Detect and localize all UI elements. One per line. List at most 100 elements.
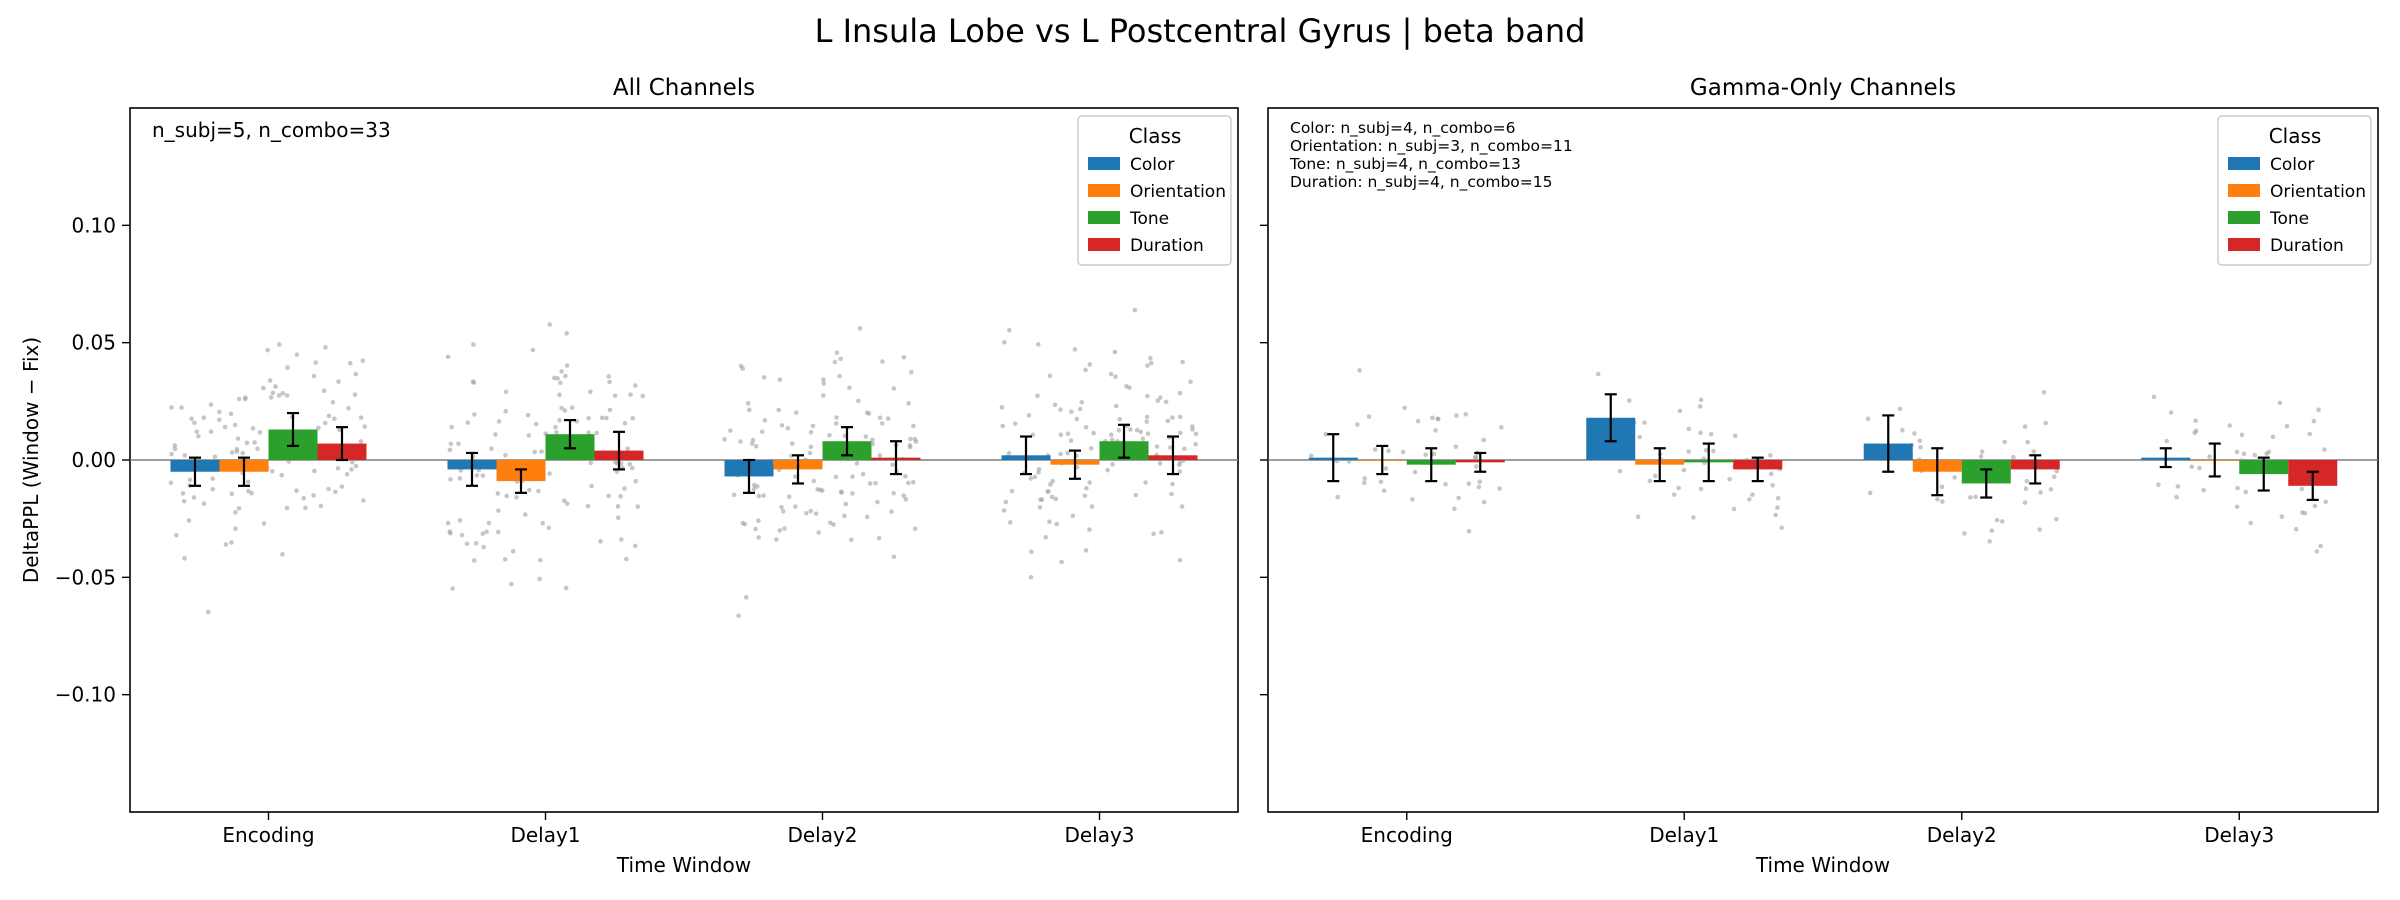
data-point — [532, 449, 538, 455]
data-point — [2279, 514, 2285, 519]
data-point — [208, 429, 214, 434]
data-point — [486, 520, 492, 526]
data-point — [243, 395, 248, 400]
y-tick-label: 0.00 — [71, 448, 116, 472]
data-point — [268, 395, 274, 400]
data-point — [1068, 438, 1074, 443]
data-point — [2207, 454, 2212, 459]
data-point — [2022, 500, 2028, 505]
data-point — [847, 385, 852, 390]
data-point — [563, 585, 569, 591]
data-point — [504, 493, 510, 499]
data-point — [1637, 434, 1643, 440]
data-point — [216, 417, 222, 423]
data-point — [303, 505, 308, 511]
data-point — [1177, 390, 1183, 396]
data-point — [558, 380, 563, 386]
data-point — [335, 465, 341, 471]
data-point — [196, 433, 201, 439]
data-point — [1481, 437, 1486, 443]
data-point — [2164, 438, 2170, 444]
data-point — [635, 504, 641, 509]
legend-box — [1077, 115, 1232, 266]
data-point — [210, 476, 216, 481]
data-point — [1163, 399, 1169, 405]
data-point — [449, 424, 454, 430]
data-point — [876, 535, 882, 541]
data-point — [2248, 520, 2254, 526]
data-point — [484, 529, 489, 535]
data-point — [906, 480, 911, 486]
data-point — [448, 477, 453, 482]
data-point — [908, 436, 913, 442]
data-point — [2193, 418, 2198, 424]
data-point — [1108, 371, 1114, 377]
data-point — [265, 347, 270, 353]
data-point — [1088, 446, 1094, 451]
data-point — [1463, 411, 1469, 417]
data-point — [2038, 490, 2043, 495]
data-point — [493, 432, 498, 437]
data-point — [1383, 466, 1389, 471]
data-point — [756, 518, 761, 523]
x-tick-label: Delay3 — [1064, 823, 1134, 847]
data-point — [464, 541, 470, 547]
data-point — [903, 474, 908, 479]
data-point — [1002, 339, 1007, 345]
data-point — [222, 424, 228, 430]
data-point — [445, 520, 451, 526]
data-point — [1054, 521, 1059, 527]
data-point — [229, 540, 234, 545]
data-point — [738, 439, 743, 444]
data-point — [911, 423, 916, 429]
data-point — [1049, 494, 1055, 500]
data-point — [864, 410, 870, 416]
data-point — [1082, 493, 1088, 499]
data-point — [530, 347, 536, 353]
data-point — [1047, 373, 1053, 379]
data-point — [257, 430, 263, 435]
data-point — [273, 384, 278, 389]
data-point — [1366, 414, 1372, 419]
data-point — [2277, 400, 2283, 406]
data-point — [1335, 494, 1341, 500]
data-point — [194, 429, 200, 434]
data-point — [456, 441, 461, 447]
data-point — [1676, 485, 1681, 491]
data-point — [2168, 410, 2174, 415]
data-point — [361, 498, 366, 503]
data-point — [1691, 515, 1696, 520]
data-point — [236, 396, 242, 402]
data-point — [901, 354, 907, 360]
data-point — [1058, 407, 1063, 412]
data-point — [1867, 490, 1873, 496]
data-point — [2174, 494, 2179, 500]
data-point — [294, 352, 300, 357]
data-point — [1433, 428, 1438, 433]
data-point — [843, 501, 849, 507]
data-point — [834, 415, 839, 420]
data-point — [786, 494, 792, 500]
data-point — [1144, 414, 1150, 420]
data-point — [746, 407, 752, 413]
data-point — [344, 471, 350, 477]
data-point — [804, 510, 809, 516]
legend-label: Orientation — [1130, 182, 1226, 202]
data-point — [557, 392, 562, 398]
legend-label: Color — [1130, 155, 1174, 175]
data-point — [1453, 444, 1459, 450]
data-point — [187, 477, 193, 483]
data-point — [1144, 419, 1150, 424]
legend-swatch — [2228, 184, 2260, 197]
data-point — [833, 474, 839, 480]
data-point — [172, 446, 178, 452]
data-point — [2024, 478, 2030, 484]
data-point — [1323, 431, 1328, 437]
data-point — [1127, 385, 1132, 391]
chart-panel-2: Gamma-Only Channels Time Window Encoding De… — [1260, 75, 2379, 877]
data-point — [615, 515, 621, 521]
data-point — [330, 399, 336, 405]
data-point — [613, 460, 618, 465]
data-point — [779, 504, 784, 510]
legend-swatch — [1088, 211, 1120, 224]
